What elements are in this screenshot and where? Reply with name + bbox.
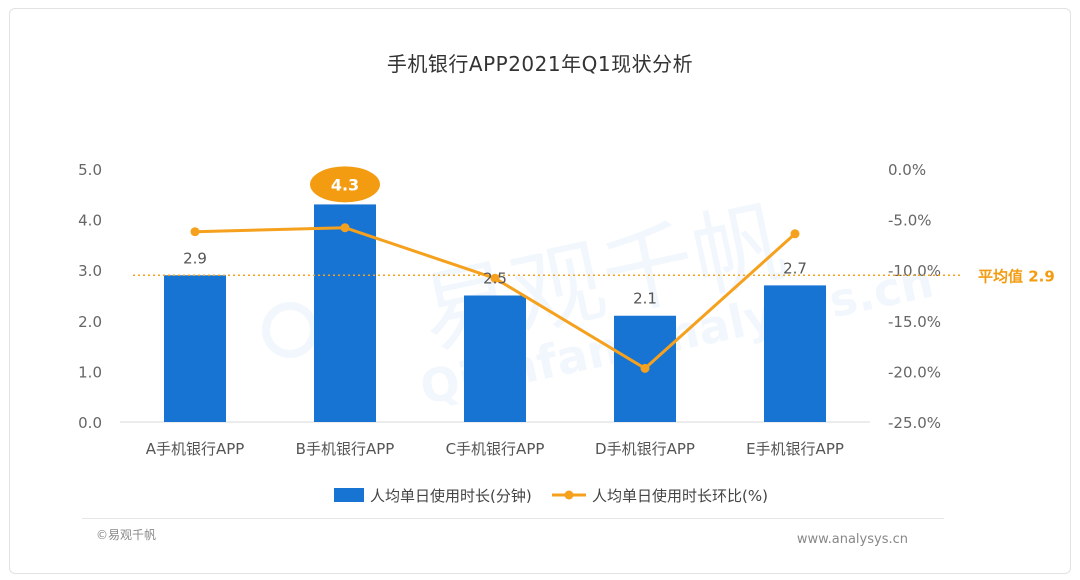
watermark-logo-icon: [262, 302, 318, 358]
average-label: 平均值 2.9: [978, 267, 1055, 285]
x-tick-label: B手机银行APP: [296, 440, 395, 458]
axes: 0.0 1.0 2.0 3.0 4.0 5.0 -25.0% -20.0% -15.0% -10.…: [78, 161, 941, 458]
left-tick-label: 3.0: [78, 262, 102, 280]
bar: [464, 295, 526, 422]
right-tick-label: -25.0%: [888, 414, 941, 432]
right-tick-label: -5.0%: [888, 212, 932, 230]
bar: [164, 275, 226, 422]
line-point: [640, 363, 650, 373]
x-tick-label: E手机银行APP: [746, 440, 844, 458]
bar: [764, 285, 826, 422]
left-tick-label: 0.0: [78, 414, 102, 432]
legend: 人均单日使用时长(分钟) 人均单日使用时长环比(%): [334, 487, 768, 505]
legend-bar-swatch: [334, 488, 364, 502]
left-tick-label: 2.0: [78, 313, 102, 331]
right-tick-label: -10.0%: [888, 262, 941, 280]
average-line: 平均值 2.9: [133, 267, 1055, 285]
bar-value-label-highlight: 4.3: [331, 175, 359, 194]
x-tick-label: A手机银行APP: [146, 440, 245, 458]
right-tick-label: 0.0%: [888, 161, 926, 179]
chart-title: 手机银行APP2021年Q1现状分析: [386, 52, 694, 76]
site-url: www.analysys.cn: [796, 532, 908, 547]
footer-divider: [82, 518, 944, 519]
data-labels: 2.9 4.3 2.5 2.1 2.7: [183, 166, 807, 308]
legend-bar-label: 人均单日使用时长(分钟): [370, 487, 532, 505]
x-tick-label: C手机银行APP: [446, 440, 545, 458]
left-tick-label: 4.0: [78, 212, 102, 230]
line-point: [790, 229, 800, 239]
legend-line-marker: [564, 490, 574, 500]
highlight-bubble: [310, 166, 380, 203]
left-tick-label: 1.0: [78, 363, 102, 381]
x-tick-label: D手机银行APP: [595, 440, 695, 458]
left-tick-label: 5.0: [78, 161, 102, 179]
right-tick-label: -20.0%: [888, 363, 941, 381]
bar-series: [164, 204, 826, 422]
line-point: [340, 223, 350, 233]
bar-value-label: 2.5: [483, 270, 507, 288]
line-point: [490, 273, 500, 283]
legend-line-label: 人均单日使用时长环比(%): [592, 487, 768, 505]
line-series: [190, 223, 800, 373]
line-point: [190, 227, 200, 237]
source-note: ©易观千帆: [96, 528, 157, 542]
bar-value-label: 2.1: [633, 290, 657, 308]
bar-value-label: 2.7: [783, 259, 807, 277]
right-tick-label: -15.0%: [888, 313, 941, 331]
bar: [314, 204, 376, 422]
bar-value-label: 2.9: [183, 249, 207, 267]
